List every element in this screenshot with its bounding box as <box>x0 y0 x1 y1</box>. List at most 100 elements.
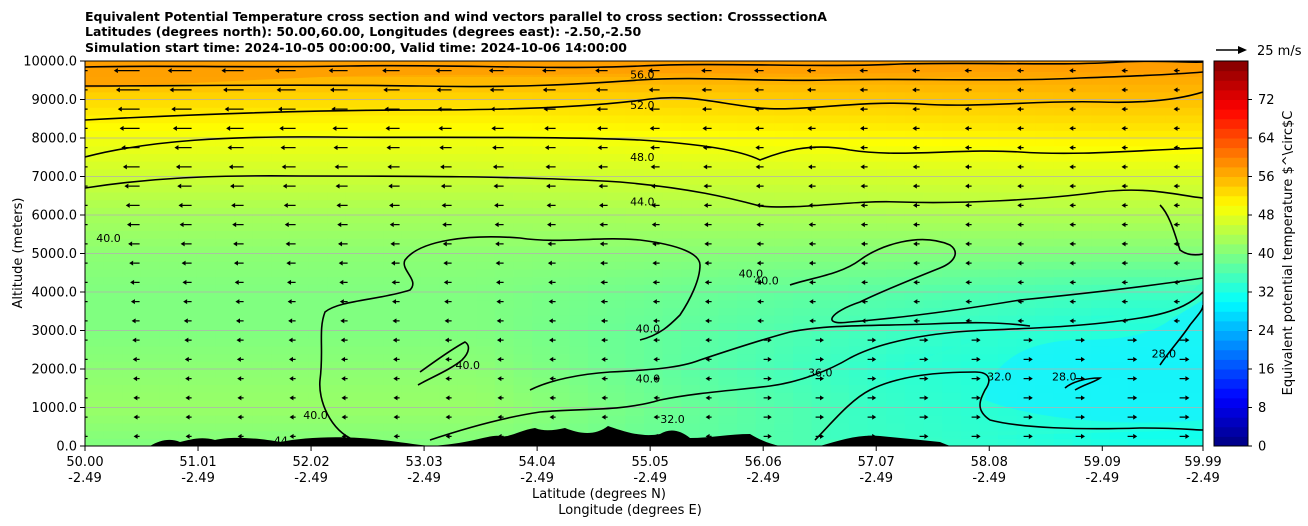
field-cell <box>588 91 608 101</box>
warm-band-upper <box>85 61 1203 88</box>
field-cell <box>1072 299 1092 308</box>
field-cell <box>755 122 776 131</box>
field-cell <box>662 315 682 324</box>
field-cell <box>215 184 235 193</box>
field-cell <box>178 407 198 416</box>
field-cell <box>159 245 179 255</box>
field-cell <box>867 107 887 116</box>
field-cell <box>848 153 869 162</box>
field-cell <box>793 145 813 154</box>
field-cell <box>178 84 198 93</box>
field-cell <box>401 399 421 409</box>
field-cell <box>793 199 813 208</box>
field-cell <box>252 253 272 262</box>
field-cell <box>420 376 440 385</box>
field-cell <box>1165 299 1185 308</box>
field-cell <box>774 153 794 162</box>
wind-arrow-icon <box>964 145 972 151</box>
wind-arrow-icon <box>491 125 504 131</box>
wind-arrow-icon <box>806 68 816 74</box>
field-cell <box>513 361 533 370</box>
wind-arrow-icon <box>130 299 140 305</box>
field-cell <box>998 245 1018 255</box>
colorbar-segment <box>1214 292 1248 303</box>
field-cell <box>1184 230 1203 239</box>
field-cell <box>476 307 496 316</box>
field-cell <box>867 392 887 401</box>
field-cell <box>1165 238 1185 247</box>
field-cell <box>699 422 720 432</box>
field-cell <box>811 399 831 409</box>
field-cell <box>1109 161 1130 170</box>
field-cell <box>1184 422 1203 432</box>
field-cell <box>644 222 664 231</box>
contour-label: 40.0 <box>455 359 480 372</box>
field-cell <box>215 153 235 162</box>
field-cell <box>848 384 869 393</box>
field-cell <box>793 161 813 170</box>
field-cell <box>122 322 142 332</box>
field-cell <box>215 376 235 385</box>
field-cell <box>289 207 310 216</box>
field-cell <box>215 253 235 262</box>
field-cell <box>569 276 589 285</box>
field-cell <box>401 176 421 185</box>
field-cell <box>793 369 813 378</box>
field-cell <box>1035 84 1055 93</box>
field-cell <box>774 361 794 370</box>
field-cell <box>699 238 720 247</box>
field-cell <box>103 261 123 270</box>
field-cell <box>718 184 738 193</box>
field-cell <box>942 284 962 293</box>
wind-arrow-icon <box>705 395 712 401</box>
wind-vectors <box>85 68 1190 439</box>
field-cell <box>867 161 887 170</box>
colorbar-segment <box>1214 166 1248 177</box>
field-cell <box>439 191 459 201</box>
wind-arrow-icon <box>288 337 296 343</box>
field-cell <box>289 322 310 332</box>
field-cell <box>755 369 776 378</box>
field-cell <box>85 345 105 355</box>
field-cell <box>755 222 776 231</box>
field-cell <box>289 361 310 370</box>
field-cell <box>271 138 291 147</box>
field-cell <box>1184 114 1203 124</box>
field-cell <box>1147 307 1167 316</box>
wind-arrow-icon <box>438 125 452 131</box>
field-cell <box>569 253 589 262</box>
field-cell <box>401 184 421 193</box>
field-cell <box>718 392 738 401</box>
field-cell <box>178 222 198 231</box>
field-cell <box>103 315 123 324</box>
field-cell <box>1016 191 1036 201</box>
wind-arrow-icon <box>1173 318 1180 324</box>
field-cell <box>289 422 310 432</box>
field-cell <box>476 338 496 347</box>
field-cell <box>699 292 720 301</box>
field-cell <box>85 361 105 370</box>
field-cell <box>215 330 235 339</box>
field-cell <box>681 230 701 239</box>
field-cell <box>513 122 533 131</box>
field-cell <box>178 322 198 332</box>
wind-arrow-icon <box>1173 145 1180 151</box>
wind-arrow-icon <box>393 376 400 382</box>
field-cell <box>1091 292 1111 301</box>
field-cell <box>271 292 291 301</box>
field-cell <box>1184 238 1203 247</box>
colorbar-segment <box>1214 272 1248 283</box>
field-cell <box>532 230 552 239</box>
field-cell <box>476 299 496 308</box>
field-cell <box>401 153 421 162</box>
field-cell <box>737 222 757 231</box>
field-cell <box>998 130 1018 139</box>
field-cell <box>998 176 1018 185</box>
wind-arrow-icon <box>341 376 348 382</box>
field-cell <box>420 322 440 332</box>
field-cell <box>383 284 403 293</box>
field-cell <box>699 268 720 278</box>
field-cell <box>737 168 757 178</box>
field-cell <box>793 345 813 355</box>
field-cell <box>457 338 477 347</box>
